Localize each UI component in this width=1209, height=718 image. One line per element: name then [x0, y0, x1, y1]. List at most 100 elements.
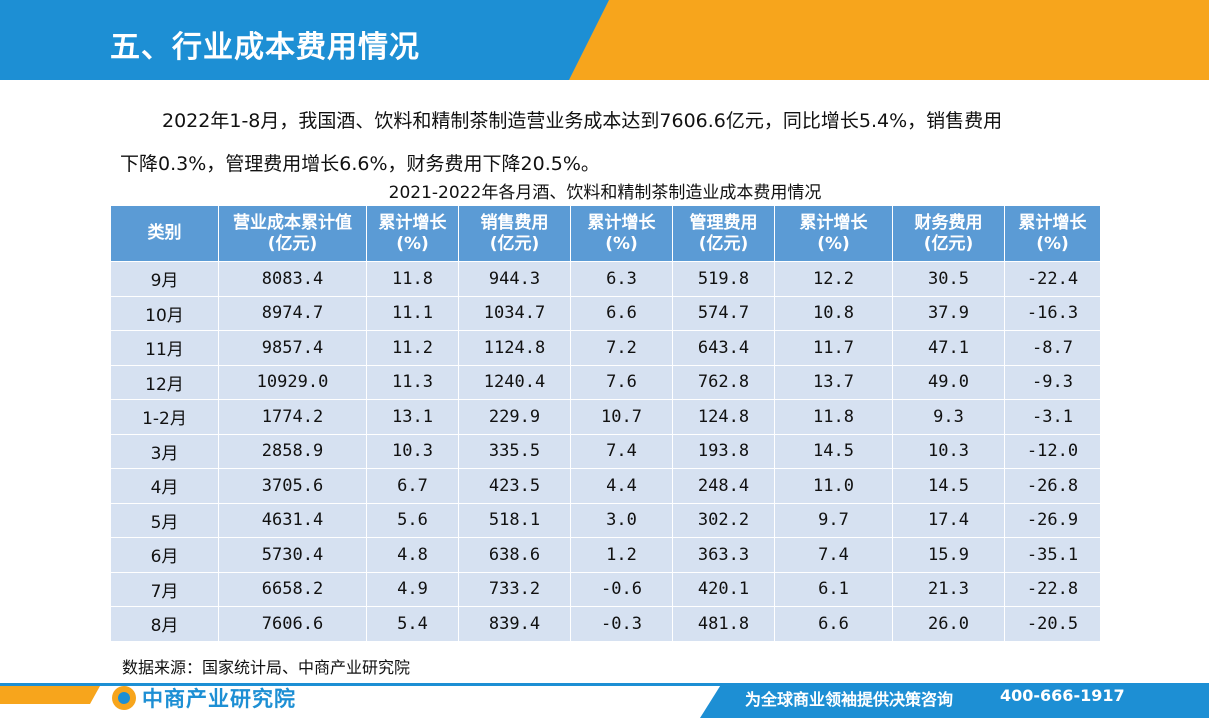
table-cell: -22.4 — [1004, 261, 1101, 297]
intro-line-2: 下降0.3%，管理费用增长6.6%，财务费用下降20.5%。 — [120, 153, 600, 175]
table-cell: 6.6 — [570, 295, 673, 331]
column-header: 累计增长 (%) — [570, 205, 673, 262]
column-header-label: 管理费用 — [689, 212, 758, 233]
table-cell: 5730.4 — [218, 537, 367, 573]
table-row: 5月 4631.4 5.6 518.1 3.0 302.2 9.7 17.4 -26.9 — [110, 502, 1101, 538]
table-cell: 519.8 — [672, 261, 775, 297]
column-header-unit: (亿元) — [923, 233, 974, 254]
table-cell: 944.3 — [458, 261, 571, 297]
table-cell: 574.7 — [672, 295, 775, 331]
table-cell: 11.1 — [366, 295, 459, 331]
table-cell: 9857.4 — [218, 330, 367, 366]
row-category: 7月 — [110, 571, 219, 607]
table-cell: 17.4 — [892, 502, 1005, 538]
table-cell: 13.1 — [366, 399, 459, 435]
table-cell: 30.5 — [892, 261, 1005, 297]
table-cell: 11.2 — [366, 330, 459, 366]
table-cell: -26.9 — [1004, 502, 1101, 538]
footer-bar — [700, 683, 1209, 718]
table-cell: 518.1 — [458, 502, 571, 538]
table-cell: 335.5 — [458, 433, 571, 469]
table-cell: 6.3 — [570, 261, 673, 297]
table-cell: 638.6 — [458, 537, 571, 573]
company-logo: 中商产业研究院 — [112, 683, 296, 713]
table-cell: -22.8 — [1004, 571, 1101, 607]
cost-table: 类别 营业成本累计值 (亿元) 累计增长 (%) 销售费用 (亿元) 累计增长 (%) 管理费用(… — [110, 205, 1101, 642]
column-header-unit: (亿元) — [698, 233, 749, 254]
footer-slogan: 为全球商业领袖提供决策咨询 — [745, 690, 954, 709]
table-caption: 2021-2022年各月酒、饮料和精制茶制造业成本费用情况 — [388, 183, 822, 203]
table-cell: 229.9 — [458, 399, 571, 435]
table-cell: 4.9 — [366, 571, 459, 607]
table-cell: 124.8 — [672, 399, 775, 435]
table-cell: -3.1 — [1004, 399, 1101, 435]
column-header: 营业成本累计值 (亿元) — [218, 205, 367, 262]
table-cell: 1124.8 — [458, 330, 571, 366]
table-cell: 193.8 — [672, 433, 775, 469]
table-cell: 6.7 — [366, 468, 459, 504]
table-cell: 15.9 — [892, 537, 1005, 573]
table-row: 3月 2858.9 10.3 335.5 7.4 193.8 14.5 10.3 -12.0 — [110, 433, 1101, 469]
table-cell: 6658.2 — [218, 571, 367, 607]
table-cell: 11.0 — [774, 468, 893, 504]
logo-text: 中商产业研究院 — [142, 687, 296, 711]
table-cell: 1774.2 — [218, 399, 367, 435]
table-row: 12月 10929.0 11.3 1240.4 7.6 762.8 13.7 49.0 -9.3 — [110, 364, 1101, 400]
table-cell: 420.1 — [672, 571, 775, 607]
column-header-label: 类别 — [147, 223, 182, 243]
table-cell: 37.9 — [892, 295, 1005, 331]
column-header-unit: (%) — [396, 233, 429, 254]
table-cell: 5.4 — [366, 606, 459, 642]
table-cell: 839.4 — [458, 606, 571, 642]
column-header: 销售费用 (亿元) — [458, 205, 571, 262]
table-cell: 9.7 — [774, 502, 893, 538]
table-row: 6月 5730.4 4.8 638.6 1.2 363.3 7.4 15.9 -35.1 — [110, 537, 1101, 573]
table-cell: 7.6 — [570, 364, 673, 400]
table-cell: 9.3 — [892, 399, 1005, 435]
header-accent — [569, 0, 1209, 80]
column-header: 累计增长 (%) — [1004, 205, 1101, 262]
table-cell: 49.0 — [892, 364, 1005, 400]
row-category: 3月 — [110, 433, 219, 469]
table-cell: 6.1 — [774, 571, 893, 607]
column-header-unit: (%) — [605, 233, 638, 254]
column-header-unit: (%) — [1036, 233, 1069, 254]
row-category: 8月 — [110, 606, 219, 642]
column-header-unit: (亿元) — [267, 233, 318, 254]
table-cell: -16.3 — [1004, 295, 1101, 331]
table-cell: 363.3 — [672, 537, 775, 573]
table-cell: 762.8 — [672, 364, 775, 400]
row-category: 11月 — [110, 330, 219, 366]
intro-line-1: 2022年1-8月，我国酒、饮料和精制茶制造营业务成本达到7606.6亿元，同比… — [162, 110, 1003, 132]
column-header: 财务费用 (亿元) — [892, 205, 1005, 262]
table-cell: 7.4 — [774, 537, 893, 573]
column-header-label: 累计增长 — [799, 212, 868, 233]
table-cell: 8083.4 — [218, 261, 367, 297]
table-cell: 4.8 — [366, 537, 459, 573]
row-category: 5月 — [110, 502, 219, 538]
table-cell: 1.2 — [570, 537, 673, 573]
table-row: 11月 9857.4 11.2 1124.8 7.2 643.4 11.7 47.1 -8.7 — [110, 330, 1101, 366]
page-title: 五、行业成本费用情况 — [110, 30, 420, 65]
table-cell: 3705.6 — [218, 468, 367, 504]
column-header-unit: (亿元) — [489, 233, 540, 254]
table-cell: -12.0 — [1004, 433, 1101, 469]
table-cell: 10.3 — [366, 433, 459, 469]
table-cell: 423.5 — [458, 468, 571, 504]
table-cell: 302.2 — [672, 502, 775, 538]
table-cell: 7.2 — [570, 330, 673, 366]
table-cell: 8974.7 — [218, 295, 367, 331]
intro-paragraph: 2022年1-8月，我国酒、饮料和精制茶制造营业务成本达到7606.6亿元，同比… — [120, 100, 1100, 186]
table-row: 4月 3705.6 6.7 423.5 4.4 248.4 11.0 14.5 -26.8 — [110, 468, 1101, 504]
column-header-label: 财务费用 — [914, 212, 983, 233]
data-source: 数据来源：国家统计局、中商产业研究院 — [122, 658, 411, 677]
table-cell: -9.3 — [1004, 364, 1101, 400]
table-cell: 1034.7 — [458, 295, 571, 331]
table-cell: 248.4 — [672, 468, 775, 504]
table-cell: 11.8 — [774, 399, 893, 435]
footer-divider — [0, 683, 1209, 686]
table-cell: 14.5 — [892, 468, 1005, 504]
column-header: 累计增长 (%) — [774, 205, 893, 262]
column-header-label: 累计增长 — [1018, 212, 1087, 233]
table-cell: 10.8 — [774, 295, 893, 331]
